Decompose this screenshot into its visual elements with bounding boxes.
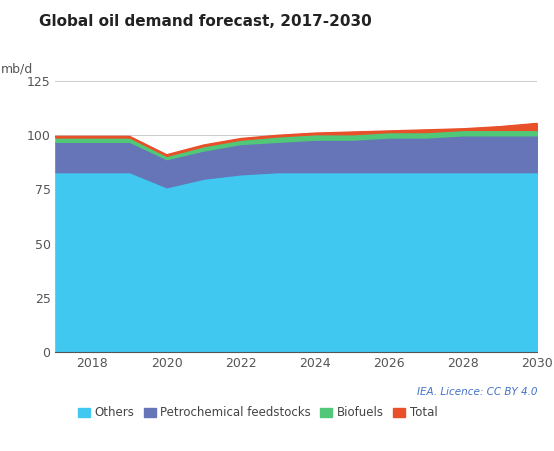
Y-axis label: mb/d: mb/d [1, 63, 33, 76]
Text: Global oil demand forecast, 2017-2030: Global oil demand forecast, 2017-2030 [39, 14, 372, 28]
Text: IEA. Licence: CC BY 4.0: IEA. Licence: CC BY 4.0 [417, 387, 537, 397]
Legend: Others, Petrochemical feedstocks, Biofuels, Total: Others, Petrochemical feedstocks, Biofue… [78, 406, 438, 419]
